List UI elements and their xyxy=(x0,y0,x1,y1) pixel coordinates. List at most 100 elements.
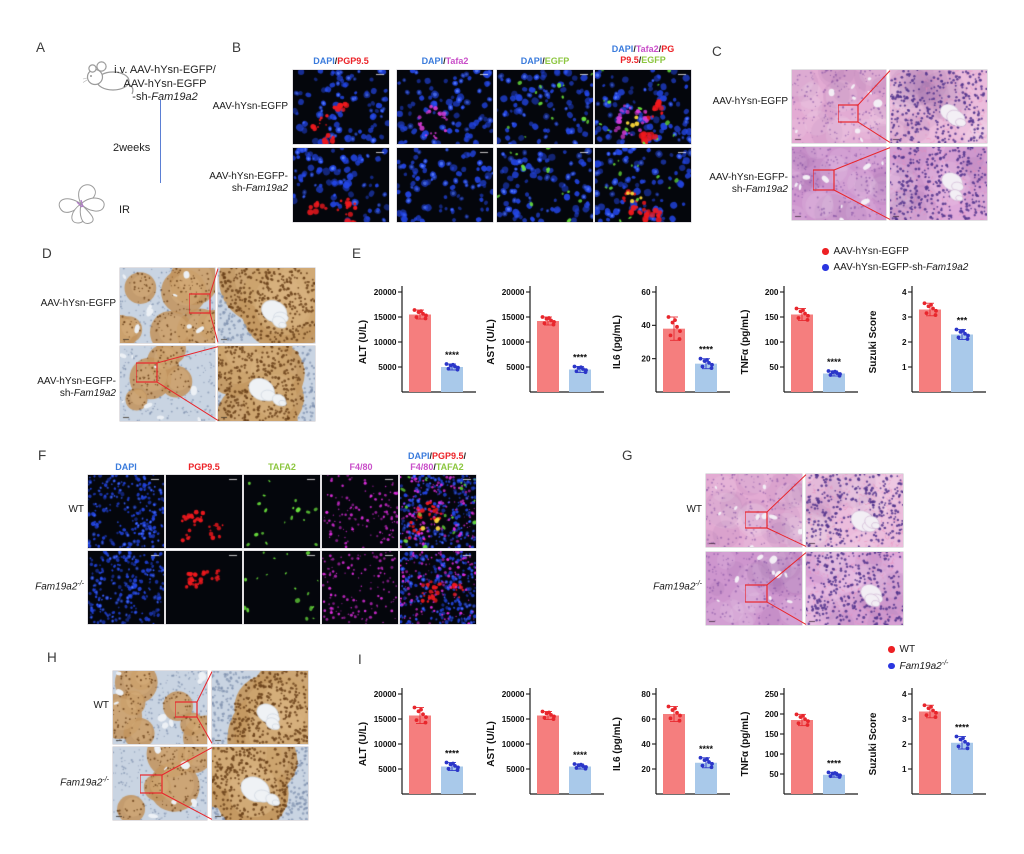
bar-chart-i-4: Suzuki Score 1 2 3 4 **** xyxy=(868,688,986,795)
text-segment: WT xyxy=(93,700,109,711)
svg-text:40: 40 xyxy=(641,321,651,330)
text-segment: AAV-hYsn-EGFP- xyxy=(37,376,116,387)
panel-d-letter: D xyxy=(42,246,52,261)
svg-text:250: 250 xyxy=(765,690,779,699)
text-segment: / xyxy=(658,44,662,54)
svg-text:20: 20 xyxy=(641,765,651,774)
bar-chart-i-0: ALT (U/L) 5000 10000 15000 20000 **** xyxy=(358,688,476,795)
svg-text:****: **** xyxy=(699,345,714,355)
text-segment: i.v. AAV-hYsn-EGFP/ xyxy=(114,64,216,76)
panel-a-letter: A xyxy=(36,40,46,55)
svg-text:TNFα (pg/mL): TNFα (pg/mL) xyxy=(740,711,751,776)
panel-d-row-label-1: AAV-hYsn-EGFP-sh-Fam19a2 xyxy=(37,376,116,400)
panel-d-row-label-0: AAV-hYsn-EGFP xyxy=(41,298,116,310)
text-segment: WT xyxy=(686,504,702,515)
svg-text:4: 4 xyxy=(902,288,907,297)
svg-text:40: 40 xyxy=(641,740,651,749)
injection-line-0: i.v. AAV-hYsn-EGFP/ xyxy=(80,64,250,78)
svg-text:20000: 20000 xyxy=(374,288,397,297)
panel-b-letter: B xyxy=(232,40,242,55)
panel-g-magnified-image-r0 xyxy=(806,474,903,547)
svg-text:5000: 5000 xyxy=(378,363,397,372)
panel-b-micrograph-r1-c3 xyxy=(595,148,691,222)
panel-b-micrograph-r0-c2 xyxy=(497,70,593,144)
svg-text:2: 2 xyxy=(902,740,907,749)
panel-f-column-header-0: DAPI xyxy=(115,462,137,473)
svg-text:4: 4 xyxy=(902,690,907,699)
panel-i-legend-item-0: WT xyxy=(888,644,915,655)
svg-text:150: 150 xyxy=(765,730,779,739)
panel-g-letter: G xyxy=(622,448,633,463)
text-segment: AAV-hYsn-EGFP- xyxy=(209,171,288,182)
panel-b-micrograph-r0-c3 xyxy=(595,70,691,144)
panel-f-micrograph-r1-c2 xyxy=(244,551,320,624)
svg-text:2: 2 xyxy=(902,338,907,347)
text-segment: AAV-hYsn-EGFP xyxy=(212,101,288,112)
panel-f-micrograph-r1-c3 xyxy=(322,551,398,624)
panel-e-legend-item-1: AAV-hYsn-EGFP-sh-Fam19a2 xyxy=(822,262,968,273)
svg-text:20000: 20000 xyxy=(374,690,397,699)
panel-e-legend-dot-icon xyxy=(822,264,829,271)
panel-e-legend-label: AAV-hYsn-EGFP xyxy=(834,246,909,257)
text-segment: Fam19a2 xyxy=(151,91,198,103)
panel-f-row-label-0: WT xyxy=(68,504,84,516)
panel-b-column-header-0: DAPI/PGP9.5 xyxy=(313,56,369,67)
svg-text:80: 80 xyxy=(641,690,651,699)
svg-text:10000: 10000 xyxy=(374,338,397,347)
injection-line-1: AAV-hYsn-EGFP xyxy=(80,78,250,92)
panel-b-micrograph-r0-c0 xyxy=(293,70,389,144)
text-segment: AAV-hYsn-EGFP xyxy=(40,298,116,309)
svg-text:****: **** xyxy=(699,744,714,754)
text-segment: Fam19a2 xyxy=(35,581,78,593)
svg-text:****: **** xyxy=(573,353,588,363)
panel-c-overview-image-r1 xyxy=(792,147,886,220)
bar-chart-e-3: TNFα (pg/mL) 50 100 150 200 **** xyxy=(740,286,858,393)
svg-text:TNFα (pg/mL): TNFα (pg/mL) xyxy=(740,309,751,374)
panel-f-micrograph-r1-c1 xyxy=(166,551,242,624)
text-segment: / xyxy=(334,56,338,66)
panel-h-magnified-image-r0 xyxy=(212,671,308,744)
text-segment: Tafa2 xyxy=(445,56,469,66)
panel-c-row-label-0: AAV-hYsn-EGFP xyxy=(713,96,788,108)
svg-text:200: 200 xyxy=(765,288,779,297)
panel-i-legend-dot-icon xyxy=(888,646,895,653)
svg-text:****: **** xyxy=(827,357,842,367)
injection-line-2: -sh-Fam19a2 xyxy=(80,91,250,105)
panel-d-overview-image-r0 xyxy=(120,268,215,343)
panel-h-overview-image-r1 xyxy=(113,747,207,820)
panel-b-micrograph-r1-c2 xyxy=(497,148,593,222)
panel-i-legend-label: WT xyxy=(900,644,916,655)
panel-c-row-label-1: AAV-hYsn-EGFP-sh-Fam19a2 xyxy=(709,172,788,196)
panel-h-row-label-1: Fam19a2-/- xyxy=(60,775,109,790)
svg-text:100: 100 xyxy=(765,750,779,759)
svg-text:20000: 20000 xyxy=(502,288,525,297)
text-segment: sh- xyxy=(59,388,74,399)
svg-text:5000: 5000 xyxy=(506,765,525,774)
panel-f-micrograph-r0-c4 xyxy=(400,475,476,548)
mouse-icon xyxy=(82,58,136,96)
text-segment: AAV-hYsn-EGFP xyxy=(833,246,909,257)
bar-chart-e-4: Suzuki Score 1 2 3 4 *** xyxy=(868,286,986,393)
svg-text:10000: 10000 xyxy=(502,338,525,347)
svg-text:10000: 10000 xyxy=(502,740,525,749)
svg-text:20: 20 xyxy=(641,354,651,363)
text-segment: / xyxy=(542,56,545,66)
panel-g-row-label-1: Fam19a2-/- xyxy=(653,579,702,594)
svg-text:Suzuki Score: Suzuki Score xyxy=(868,712,879,775)
panel-f-column-header-2: TAFA2 xyxy=(268,462,296,473)
text-segment: AAV-hYsn-EGFP- xyxy=(709,172,788,183)
text-segment: AAV-hYsn-EGFP-sh- xyxy=(833,262,927,273)
text-segment: DAPI xyxy=(115,462,137,472)
bar-chart-i-3: TNFα (pg/mL) 50 100 150 200 250 **** xyxy=(740,688,858,795)
text-segment: TAFA2 xyxy=(435,461,464,472)
svg-text:AST (U/L): AST (U/L) xyxy=(486,721,497,767)
svg-text:15000: 15000 xyxy=(374,313,397,322)
svg-text:1: 1 xyxy=(902,765,907,774)
svg-text:5000: 5000 xyxy=(506,363,525,372)
panel-e-legend-item-0: AAV-hYsn-EGFP xyxy=(822,246,909,257)
text-segment: PGP9.5 xyxy=(337,56,369,66)
panel-e-letter: E xyxy=(352,246,362,261)
text-segment: Fam19a2 xyxy=(60,777,103,789)
panel-c-magnified-image-r1 xyxy=(890,147,987,220)
